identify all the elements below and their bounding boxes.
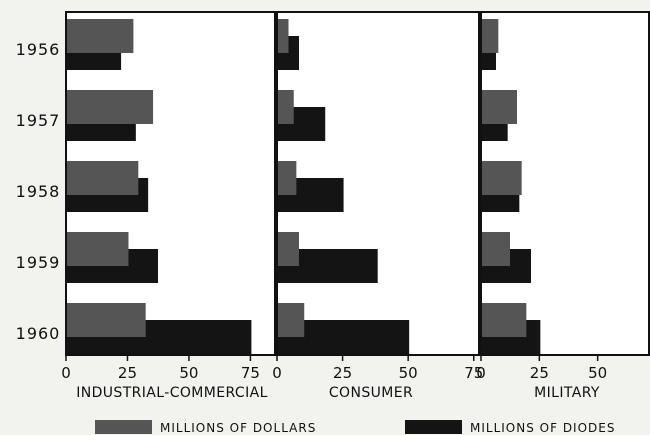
x-tick-label-panel0-0: 0	[61, 364, 71, 382]
year-label-1958: 1958	[16, 182, 61, 201]
bar-dollars-panel2-1956	[482, 19, 499, 53]
bar-dollars-panel1-1958	[278, 161, 297, 195]
x-tick-label-panel0-75: 75	[241, 364, 260, 382]
panel-label-1: CONSUMER	[329, 385, 413, 401]
bar-dollars-panel0-1957	[67, 90, 154, 124]
x-tick-label-panel1-0: 0	[272, 364, 282, 382]
year-label-1956: 1956	[16, 40, 61, 59]
bar-dollars-panel0-1959	[67, 232, 129, 266]
bar-dollars-panel0-1960	[67, 303, 146, 337]
bar-dollars-panel2-1959	[482, 232, 510, 266]
year-label-1959: 1959	[16, 253, 61, 272]
x-tick-label-panel2-0: 0	[476, 364, 486, 382]
x-tick-label-panel0-50: 50	[179, 364, 198, 382]
bar-dollars-panel1-1956	[278, 19, 289, 53]
legend-swatch-diodes	[405, 420, 462, 434]
bar-dollars-panel2-1958	[482, 161, 522, 195]
bar-dollars-panel1-1959	[278, 232, 299, 266]
x-tick-label-panel1-25: 25	[333, 364, 352, 382]
year-label-1957: 1957	[16, 111, 61, 130]
legend-label-diodes: MILLIONS OF DIODES	[470, 421, 615, 435]
legend-swatch-dollars	[95, 420, 152, 434]
bar-dollars-panel2-1960	[482, 303, 527, 337]
bar-dollars-panel1-1957	[278, 90, 294, 124]
x-tick-label-panel1-75: 75	[464, 364, 483, 382]
panel-label-0: INDUSTRIAL-COMMERCIAL	[76, 385, 268, 401]
x-tick-label-panel0-25: 25	[118, 364, 137, 382]
bar-dollars-panel0-1958	[67, 161, 139, 195]
panel-label-2: MILITARY	[534, 385, 600, 401]
year-label-1960: 1960	[16, 324, 61, 343]
x-tick-label-panel1-50: 50	[399, 364, 418, 382]
legend-label-dollars: MILLIONS OF DOLLARS	[160, 421, 316, 435]
bar-dollars-panel1-1960	[278, 303, 305, 337]
x-tick-label-panel2-50: 50	[588, 364, 607, 382]
x-tick-label-panel2-25: 25	[530, 364, 549, 382]
bar-dollars-panel2-1957	[482, 90, 517, 124]
bar-dollars-panel0-1956	[67, 19, 134, 53]
